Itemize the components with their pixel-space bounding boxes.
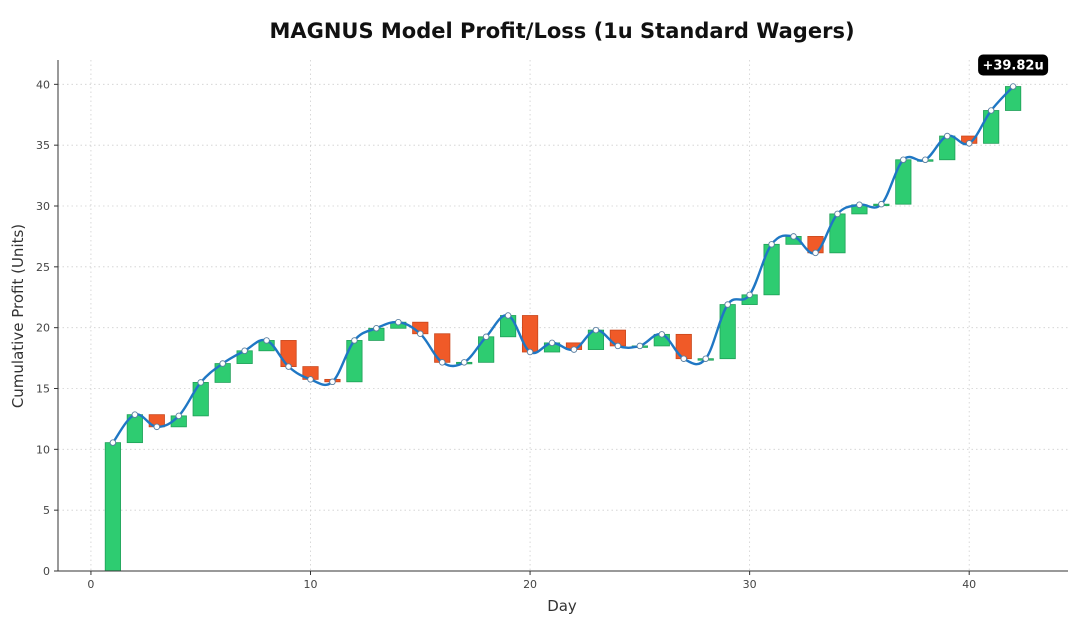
final-value-badge: +39.82u bbox=[978, 54, 1049, 76]
gridlines bbox=[58, 60, 1068, 571]
x-axis-label: Day bbox=[547, 597, 577, 615]
final-value-badge-box bbox=[978, 54, 1049, 76]
data-point bbox=[329, 378, 336, 386]
y-tick-label: 40 bbox=[36, 78, 50, 91]
gain-bar bbox=[346, 340, 363, 383]
x-tick-label: 30 bbox=[743, 578, 757, 591]
data-point bbox=[702, 355, 709, 362]
data-point bbox=[526, 348, 534, 356]
y-tick-label: 15 bbox=[36, 383, 50, 396]
data-point bbox=[724, 301, 731, 308]
y-tick-label: 10 bbox=[36, 443, 50, 456]
data-point bbox=[373, 325, 380, 332]
data-point bbox=[548, 339, 556, 347]
y-tick-label: 35 bbox=[36, 139, 50, 152]
data-point bbox=[746, 291, 753, 299]
data-point bbox=[636, 342, 644, 350]
data-point bbox=[790, 233, 797, 240]
gain-bar bbox=[829, 213, 846, 254]
y-tick-label: 25 bbox=[36, 261, 50, 274]
data-point bbox=[768, 241, 775, 248]
data-point bbox=[219, 360, 226, 367]
cumulative-profit-line bbox=[111, 85, 1014, 444]
data-point bbox=[504, 312, 512, 319]
chart-title: MAGNUS Model Profit/Loss (1u Standard Wa… bbox=[269, 19, 854, 43]
axes bbox=[54, 60, 1068, 575]
gain-bar bbox=[983, 110, 1000, 144]
data-point bbox=[856, 201, 863, 209]
data-point bbox=[109, 439, 117, 446]
x-tick-label: 20 bbox=[523, 578, 537, 591]
data-point bbox=[153, 423, 161, 431]
data-point bbox=[834, 210, 841, 218]
tick-labels: 0 5 10 15 20 25 30 35 40 0 10 20 30 40 bbox=[36, 78, 976, 591]
data-point bbox=[878, 200, 885, 208]
data-point bbox=[395, 318, 402, 326]
data-point bbox=[900, 156, 907, 164]
y-axis-label: Cumulative Profit (Units) bbox=[9, 224, 27, 408]
y-tick-label: 20 bbox=[36, 322, 50, 335]
data-point bbox=[197, 379, 204, 386]
y-tick-label: 0 bbox=[43, 565, 50, 578]
data-point bbox=[351, 337, 358, 344]
x-tick-label: 10 bbox=[304, 578, 318, 591]
y-tick-label: 30 bbox=[36, 200, 50, 213]
bars bbox=[104, 86, 1022, 572]
gain-bar bbox=[719, 304, 736, 360]
x-tick-label: 0 bbox=[87, 578, 94, 591]
data-point bbox=[241, 347, 248, 355]
y-tick-label: 5 bbox=[43, 504, 50, 517]
data-point bbox=[614, 342, 622, 350]
gain-bar bbox=[104, 442, 121, 572]
data-point bbox=[680, 355, 688, 362]
data-point bbox=[658, 331, 666, 338]
loss-bar bbox=[280, 340, 297, 368]
final-value-label: +39.82u bbox=[982, 59, 1043, 74]
data-point bbox=[922, 156, 929, 164]
data-point bbox=[965, 140, 973, 147]
data-point bbox=[175, 412, 183, 420]
data-point bbox=[812, 249, 819, 257]
data-point bbox=[263, 337, 270, 344]
gain-bar bbox=[478, 336, 495, 363]
data-point bbox=[1009, 83, 1017, 90]
data-point bbox=[592, 326, 600, 334]
x-tick-label: 40 bbox=[962, 578, 976, 591]
data-point bbox=[307, 376, 314, 383]
cumulative-line bbox=[111, 85, 1014, 444]
gain-bar bbox=[192, 382, 209, 417]
data-point bbox=[943, 132, 951, 140]
data-point bbox=[438, 359, 446, 366]
data-point bbox=[460, 359, 468, 366]
data-point bbox=[131, 411, 139, 418]
gain-bar bbox=[1005, 86, 1022, 111]
data-point bbox=[570, 346, 578, 353]
points bbox=[109, 83, 1017, 446]
data-point bbox=[482, 333, 490, 341]
data-point bbox=[285, 363, 292, 370]
data-point bbox=[987, 107, 995, 114]
data-point bbox=[417, 330, 424, 338]
